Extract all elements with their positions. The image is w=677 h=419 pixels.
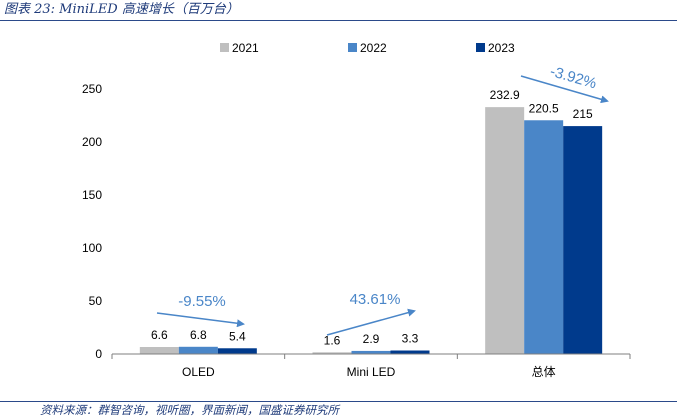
legend: 2021 2022 2023 <box>220 41 515 55</box>
title-rule <box>0 20 677 21</box>
figure-title: 图表 23: MiniLED 高速增长（百万台） <box>4 2 239 17</box>
bar-2021 <box>312 352 352 354</box>
growth-annotations: -9.55% 43.61% -3.92% <box>156 63 609 336</box>
bar-2023 <box>563 126 603 354</box>
y-tick-label: 50 <box>89 294 103 308</box>
source-note: 资料来源：群智咨询，视听圈，界面新闻，国盛证券研究所 <box>40 403 339 417</box>
growth-label: -9.55% <box>178 293 226 310</box>
data-label: 1.6 <box>324 333 341 347</box>
growth-arrow <box>326 308 416 336</box>
x-tick-label: OLED <box>182 365 215 379</box>
y-tick-label: 150 <box>82 188 102 202</box>
growth-label: -3.92% <box>548 63 598 92</box>
x-axis: OLED Mini LED 总体 <box>111 353 631 379</box>
bar-2021 <box>485 107 525 354</box>
y-tick-label: 200 <box>82 135 102 149</box>
bar-chart: 2021 2022 2023 0 50 100 150 200 250 6.6 6.8 5.4 1.… <box>82 41 631 379</box>
data-label: 5.4 <box>229 329 246 343</box>
y-tick-label: 250 <box>82 82 102 96</box>
data-label: 220.5 <box>529 101 559 115</box>
bar-2022 <box>351 350 391 354</box>
data-label: 2.9 <box>363 332 380 346</box>
bar-2021 <box>139 347 179 354</box>
x-tick-label: 总体 <box>532 365 556 379</box>
data-label: 3.3 <box>402 332 419 346</box>
data-label: 6.6 <box>151 328 168 342</box>
bar-2022 <box>178 346 218 354</box>
legend-label: 2021 <box>232 41 259 55</box>
y-axis: 0 50 100 150 200 250 <box>82 82 102 361</box>
legend-swatch <box>348 43 357 52</box>
y-tick-label: 100 <box>82 241 102 255</box>
growth-arrow <box>520 75 609 104</box>
legend-label: 2023 <box>488 41 515 55</box>
bar-2022 <box>524 120 564 355</box>
data-label: 215 <box>573 107 593 121</box>
legend-label: 2022 <box>360 41 387 55</box>
footer-rule <box>0 401 677 402</box>
bar-2023 <box>217 348 257 354</box>
data-labels: 6.6 6.8 5.4 1.6 2.9 3.3 232.9 220.5 215 <box>151 88 593 347</box>
data-label: 232.9 <box>490 88 520 102</box>
x-tick-label: Mini LED <box>347 365 396 379</box>
bar-2023 <box>390 350 430 354</box>
bars <box>139 107 603 355</box>
legend-swatch <box>220 43 229 52</box>
growth-label: 43.61% <box>350 291 401 308</box>
legend-swatch <box>476 43 485 52</box>
y-tick-label: 0 <box>95 347 102 361</box>
data-label: 6.8 <box>190 328 207 342</box>
growth-arrow <box>156 312 245 328</box>
